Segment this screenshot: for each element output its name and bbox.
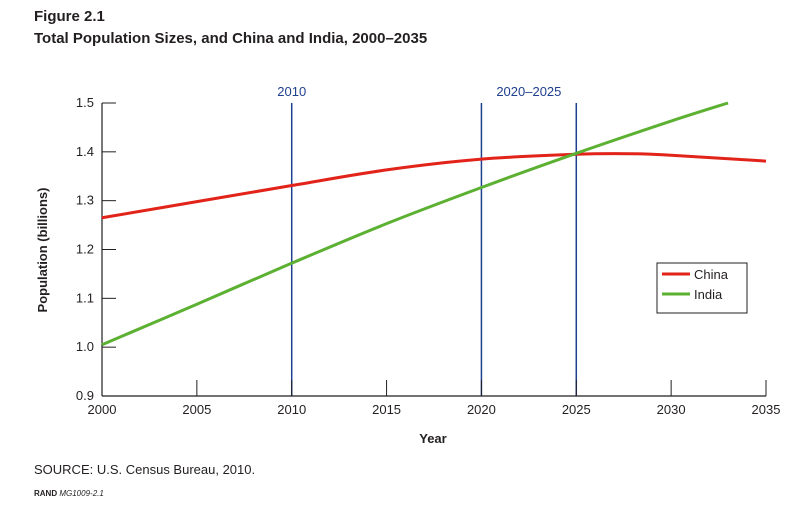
figure-label: Figure 2.1 bbox=[34, 8, 105, 25]
x-tick-label: 2035 bbox=[752, 402, 781, 417]
source-note: SOURCE: U.S. Census Bureau, 2010. bbox=[34, 462, 256, 477]
y-tick-label: 1.4 bbox=[76, 144, 94, 159]
x-tick-label: 2020 bbox=[467, 402, 496, 417]
figure-code: RAND MG1009-2.1 bbox=[34, 489, 104, 498]
y-axis-title: Population (billions) bbox=[35, 188, 50, 313]
annotation-label: 2020–2025 bbox=[496, 84, 561, 99]
y-tick-label: 0.9 bbox=[76, 388, 94, 403]
period-annotations: 2010 2020–2025 bbox=[277, 84, 561, 99]
y-tick-label: 1.2 bbox=[76, 242, 94, 257]
code-id: MG1009-2.1 bbox=[59, 489, 104, 498]
x-tick-label: 2010 bbox=[277, 402, 306, 417]
y-tick-label: 1.5 bbox=[76, 95, 94, 110]
y-tick-label: 1.3 bbox=[76, 193, 94, 208]
x-tick-label: 2015 bbox=[372, 402, 401, 417]
chart-axes: 0.9 1.0 1.1 1.2 1.3 1.4 1.5 2000 2005 2010 2015 202… bbox=[76, 95, 781, 417]
code-prefix: RAND bbox=[34, 489, 58, 498]
y-tick-label: 1.1 bbox=[76, 290, 94, 305]
legend-label-china: China bbox=[694, 267, 729, 282]
x-tick-label: 2030 bbox=[657, 402, 686, 417]
legend: China India bbox=[656, 262, 748, 314]
series-line-china bbox=[101, 152, 767, 220]
y-tick-label: 1.0 bbox=[76, 339, 94, 354]
figure-title: Total Population Sizes, and China and In… bbox=[34, 30, 428, 47]
series-layer bbox=[101, 101, 767, 347]
x-tick-label: 2005 bbox=[182, 402, 211, 417]
legend-label-india: India bbox=[694, 287, 723, 302]
x-tick-label: 2025 bbox=[562, 402, 591, 417]
series-line-india bbox=[101, 101, 729, 347]
legend-box bbox=[656, 262, 748, 314]
reference-lines bbox=[290, 103, 578, 396]
x-axis-title: Year bbox=[419, 431, 446, 446]
x-tick-label: 2000 bbox=[88, 402, 117, 417]
annotation-label: 2010 bbox=[277, 84, 306, 99]
